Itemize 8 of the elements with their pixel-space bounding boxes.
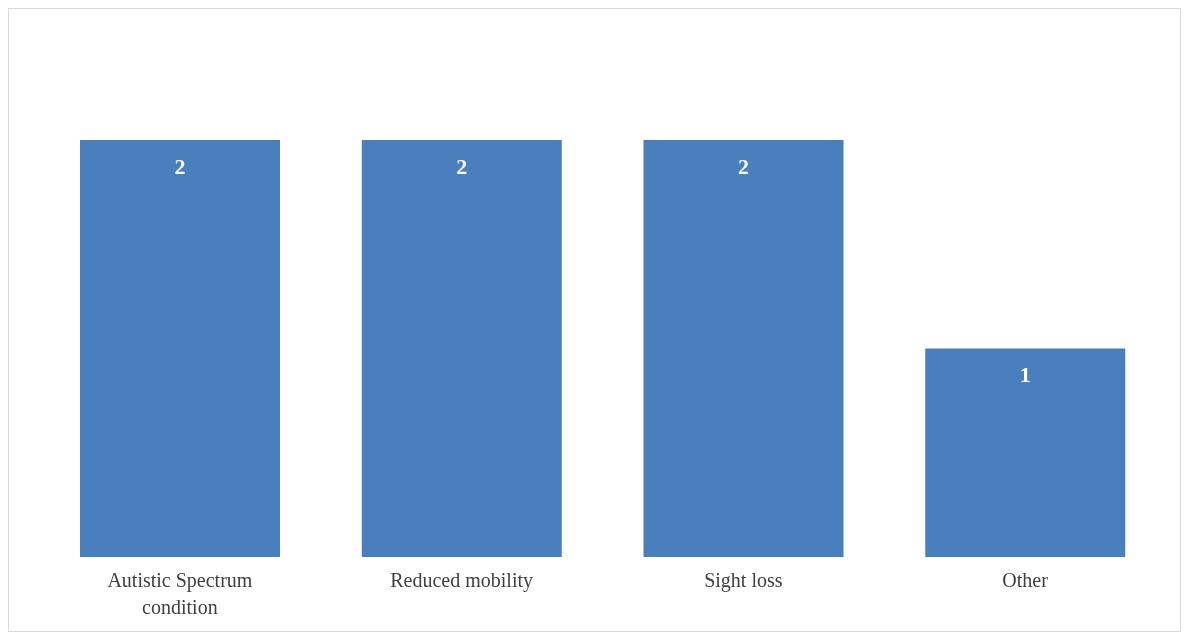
data-label: 2	[174, 153, 186, 179]
x-tick-label: Reduced mobility	[390, 569, 534, 592]
data-label: 1	[1019, 362, 1031, 388]
x-tick-label: Sight loss	[704, 569, 783, 592]
data-label: 2	[738, 153, 749, 179]
x-tick-label: Other	[1002, 569, 1049, 591]
data-label: 2	[456, 153, 468, 179]
x-tick-label: Autistic Spectrum condition	[107, 569, 253, 618]
